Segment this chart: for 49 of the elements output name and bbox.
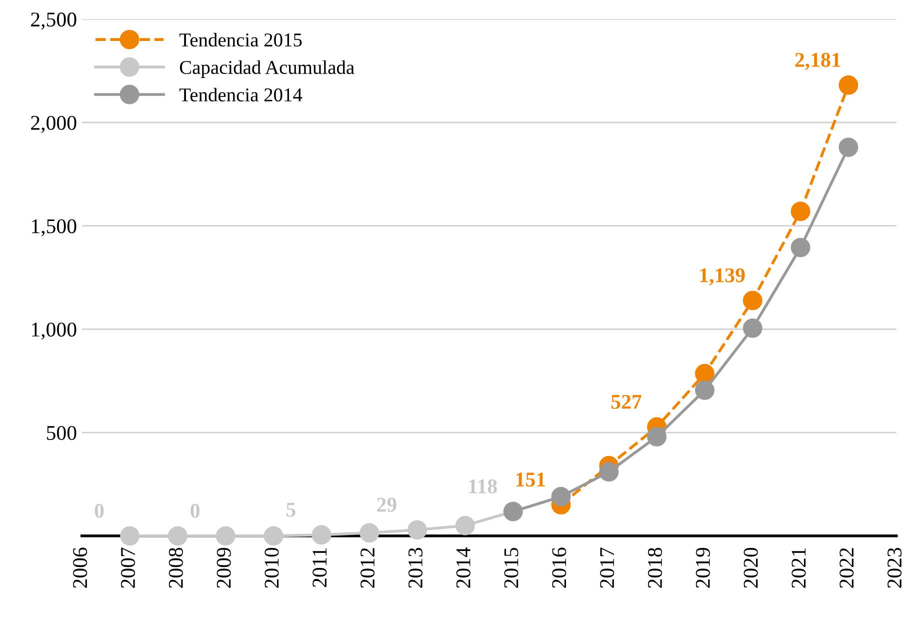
point <box>742 290 762 310</box>
point <box>360 523 380 543</box>
x-tick-label: 2016 <box>552 548 566 588</box>
point <box>694 364 714 384</box>
x-tick-label: 2010 <box>264 548 279 588</box>
y-tick-label: 500 <box>47 426 76 440</box>
point <box>455 516 475 536</box>
y-tick-label: 1,500 <box>32 219 76 236</box>
x-tick-label: 2008 <box>168 548 183 588</box>
data-label: 151 <box>516 472 545 487</box>
point <box>551 486 571 506</box>
x-tick-label: 2018 <box>648 548 662 588</box>
point <box>838 75 858 95</box>
y-tick-label: 2,500 <box>31 12 76 30</box>
point <box>168 526 188 546</box>
y-tick-label: 2,000 <box>31 116 76 133</box>
point <box>120 526 140 546</box>
y-tick-label: 1,000 <box>32 322 76 340</box>
data-label: 2,181 <box>795 52 840 70</box>
x-tick-label: 2019 <box>696 548 710 588</box>
x-tick-label: 2012 <box>360 548 375 588</box>
point <box>216 526 236 546</box>
legend-label: Capacidad Acumulada <box>180 60 354 78</box>
x-tick-label: 2020 <box>744 548 758 588</box>
point <box>599 462 619 482</box>
x-tick-label: 2007 <box>120 548 136 588</box>
point <box>408 520 427 540</box>
x-tick-label: 2023 <box>888 548 902 588</box>
x-tick-label: 2011 <box>312 548 327 587</box>
point <box>264 526 284 546</box>
x-tick-label: 2013 <box>408 548 422 588</box>
x-tick-label: 2021 <box>792 548 806 588</box>
point <box>694 380 714 400</box>
data-label: 1,139 <box>700 268 745 286</box>
point <box>790 238 810 258</box>
x-tick-label: 2014 <box>456 547 470 588</box>
x-tick-label: 2009 <box>216 548 231 588</box>
point <box>742 318 762 338</box>
x-tick-label: 2006 <box>73 548 88 588</box>
point <box>312 525 332 545</box>
data-label: 527 <box>611 394 642 409</box>
x-tick-label: 2022 <box>840 548 854 588</box>
point <box>647 426 667 446</box>
x-tick-label: 2015 <box>504 548 518 588</box>
x-tick-label: 2017 <box>600 548 614 588</box>
point <box>838 138 858 158</box>
legend-label: Tendencia 2014 <box>179 88 302 102</box>
point <box>790 202 810 222</box>
legend-label: Tendencia 2015 <box>179 32 302 47</box>
